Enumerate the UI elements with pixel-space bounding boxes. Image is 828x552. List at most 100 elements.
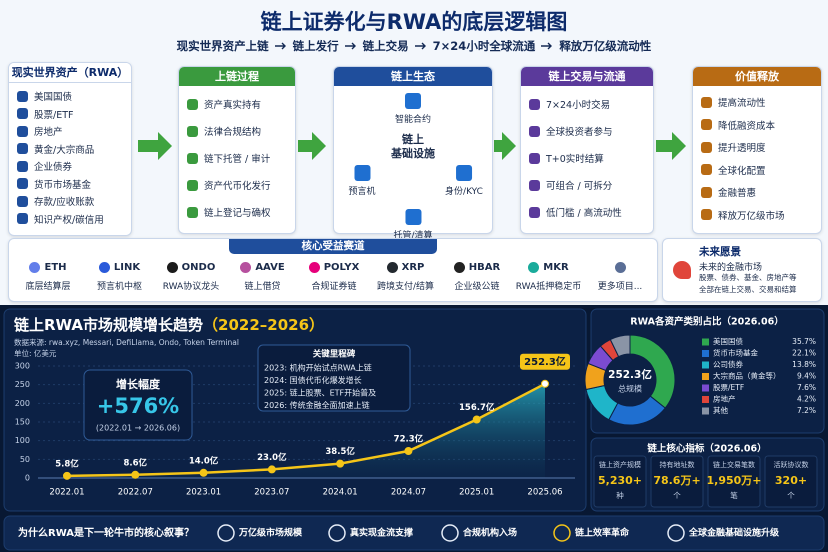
- page-title: 链上证券化与RWA的底层逻辑图: [260, 10, 568, 34]
- token-icon: [308, 261, 320, 273]
- legend-swatch: [702, 338, 709, 346]
- value_release-item: 提升透明度: [701, 140, 766, 154]
- item-label: 存款/应收账款: [34, 197, 95, 208]
- milestone: 2025: 链上股票、ETF开始普及: [264, 388, 376, 398]
- y-tick-label: 100: [15, 436, 30, 445]
- legend-label: 股票/ETF: [713, 383, 744, 392]
- token-icon: [166, 261, 178, 273]
- eco-node: 身份/KYC: [445, 165, 483, 197]
- token: 更多项目...: [585, 257, 655, 292]
- icon: [701, 96, 712, 108]
- eco-node-label: 身份/KYC: [445, 187, 483, 197]
- item-label: 房地产: [34, 127, 63, 138]
- trading-title: 链上交易与流通: [521, 67, 653, 86]
- token-desc: 链上借贷: [244, 282, 281, 292]
- legend-value: 13.8%: [792, 360, 816, 369]
- metric-unit: 笔: [730, 490, 738, 500]
- milestone: 2023: 机构开始试点RWA上链: [264, 363, 372, 373]
- token: POLYX 合规证券链: [299, 257, 369, 292]
- token: LINK 预言机中枢: [85, 257, 155, 292]
- item-label: 金融普惠: [718, 188, 757, 199]
- flow-arrow: [541, 42, 553, 50]
- icon: [187, 125, 198, 137]
- x-tick-label: 2024.07: [391, 488, 426, 498]
- process-item: 资产真实持有: [187, 97, 261, 111]
- legend-value: 4.2%: [797, 395, 816, 404]
- token: ONDO RWA协议龙头: [156, 257, 226, 292]
- trading-item: 全球投资者参与: [529, 124, 613, 138]
- eco-node: 智能合约: [395, 93, 431, 125]
- icon: [529, 206, 540, 218]
- legend-swatch: [702, 407, 709, 415]
- icon: [17, 90, 28, 102]
- footer-item: 链上效率革命: [575, 527, 630, 539]
- metric-label: 链上交易笔数: [713, 460, 755, 469]
- metric-cell: [593, 455, 647, 508]
- chart-source: 数据来源: rwa.xyz, Messari, DefiLlama, Ondo,…: [14, 337, 239, 347]
- flow: 现实世界资产上链 链上发行 链上交易 7×24小时全球流通 释放万亿级流动性: [0, 38, 828, 54]
- point: [472, 415, 481, 424]
- footer-item: 全球金融基础设施升级: [688, 527, 780, 539]
- pie-center-value: 252.3亿: [608, 368, 652, 381]
- token-desc: 跨境支付/结算: [376, 282, 435, 292]
- assets-item: 货币市场基金: [17, 177, 91, 191]
- beneficiaries-title: 核心受益赛道: [229, 239, 437, 254]
- value_release-item: 提高流动性: [701, 95, 766, 109]
- legend-swatch: [702, 361, 709, 369]
- annotation-period: (2022.01 → 2026.06): [96, 424, 180, 433]
- pie-slice: [609, 334, 631, 358]
- token-head: ONDO: [156, 257, 226, 277]
- chart-title-range: （2022–2026）: [203, 316, 324, 334]
- value-label: 5.8亿: [55, 458, 79, 469]
- y-tick-label: 50: [20, 455, 30, 464]
- point: [336, 459, 345, 468]
- vision-box: 未来愿景 未来的金融市场 股票、债券、基金、房地产等 全部在链上交易、交易和结算: [662, 238, 822, 302]
- rocket-icon: [673, 261, 691, 279]
- dashboard: 链上RWA市场规模增长趋势（2022–2026） 数据来源: rwa.xyz, M…: [0, 305, 828, 552]
- trading-item: 可组合 / 可拆分: [529, 178, 612, 192]
- legend-label: 大宗商品（黄金等）: [713, 371, 781, 381]
- metric-unit: 种: [616, 490, 624, 500]
- icon: [701, 186, 712, 198]
- value-label: 38.5亿: [325, 446, 355, 457]
- item-label: 企业债券: [34, 162, 73, 173]
- pie-center-label: 总规模: [618, 384, 642, 394]
- value_release-item: 降低融资成本: [701, 118, 775, 132]
- item-label: 降低融资成本: [718, 120, 776, 132]
- x-tick-label: 2022.07: [118, 488, 153, 498]
- metric-value: 1,950万+: [706, 474, 761, 487]
- icon: [701, 164, 712, 175]
- process-item: 链下托管 / 审计: [187, 151, 270, 165]
- token-icon: [614, 261, 626, 273]
- value_release-box: 价值释放 提高流动性 降低融资成本 提升透明度 全球化配置 金融普惠 释放万亿级市场: [692, 66, 822, 234]
- item-label: 资产真实持有: [204, 100, 262, 111]
- token-symbol: MKR: [543, 261, 569, 273]
- vision-title: 未来愿景: [699, 246, 741, 258]
- token-head: ETH: [13, 257, 83, 277]
- icon: [353, 165, 370, 181]
- assets-title: 现实世界资产（RWA）: [9, 63, 131, 83]
- line: [66, 382, 546, 478]
- flow-arrow: [274, 42, 286, 50]
- icon: [187, 98, 198, 110]
- token-icon: [386, 261, 398, 273]
- assets-item: 房地产: [17, 124, 63, 138]
- item-label: 低门槛 / 高流动性: [546, 208, 622, 219]
- footer-icon: [217, 524, 235, 542]
- point: [131, 470, 140, 479]
- metric-cell: [650, 455, 704, 508]
- icon: [187, 179, 198, 191]
- token-head: POLYX: [299, 257, 369, 277]
- metric-value: 78.6万+: [653, 474, 700, 487]
- trading-item: T+0实时结算: [529, 151, 604, 165]
- vision-line: 未来的金融市场: [699, 263, 763, 273]
- x-tick-label: 2023.07: [254, 488, 289, 498]
- vision-line: 股票、债券、基金、房地产等: [699, 273, 797, 282]
- y-tick-label: 0: [25, 474, 30, 483]
- item-label: 股票/ETF: [34, 109, 74, 121]
- token-desc: 底层结算层: [25, 282, 71, 292]
- legend-value: 9.4%: [797, 372, 816, 381]
- x-tick-label: 2022.01: [49, 488, 84, 498]
- item-label: 全球化配置: [718, 165, 766, 177]
- chart-title-main: 链上RWA市场规模增长趋势: [14, 316, 203, 334]
